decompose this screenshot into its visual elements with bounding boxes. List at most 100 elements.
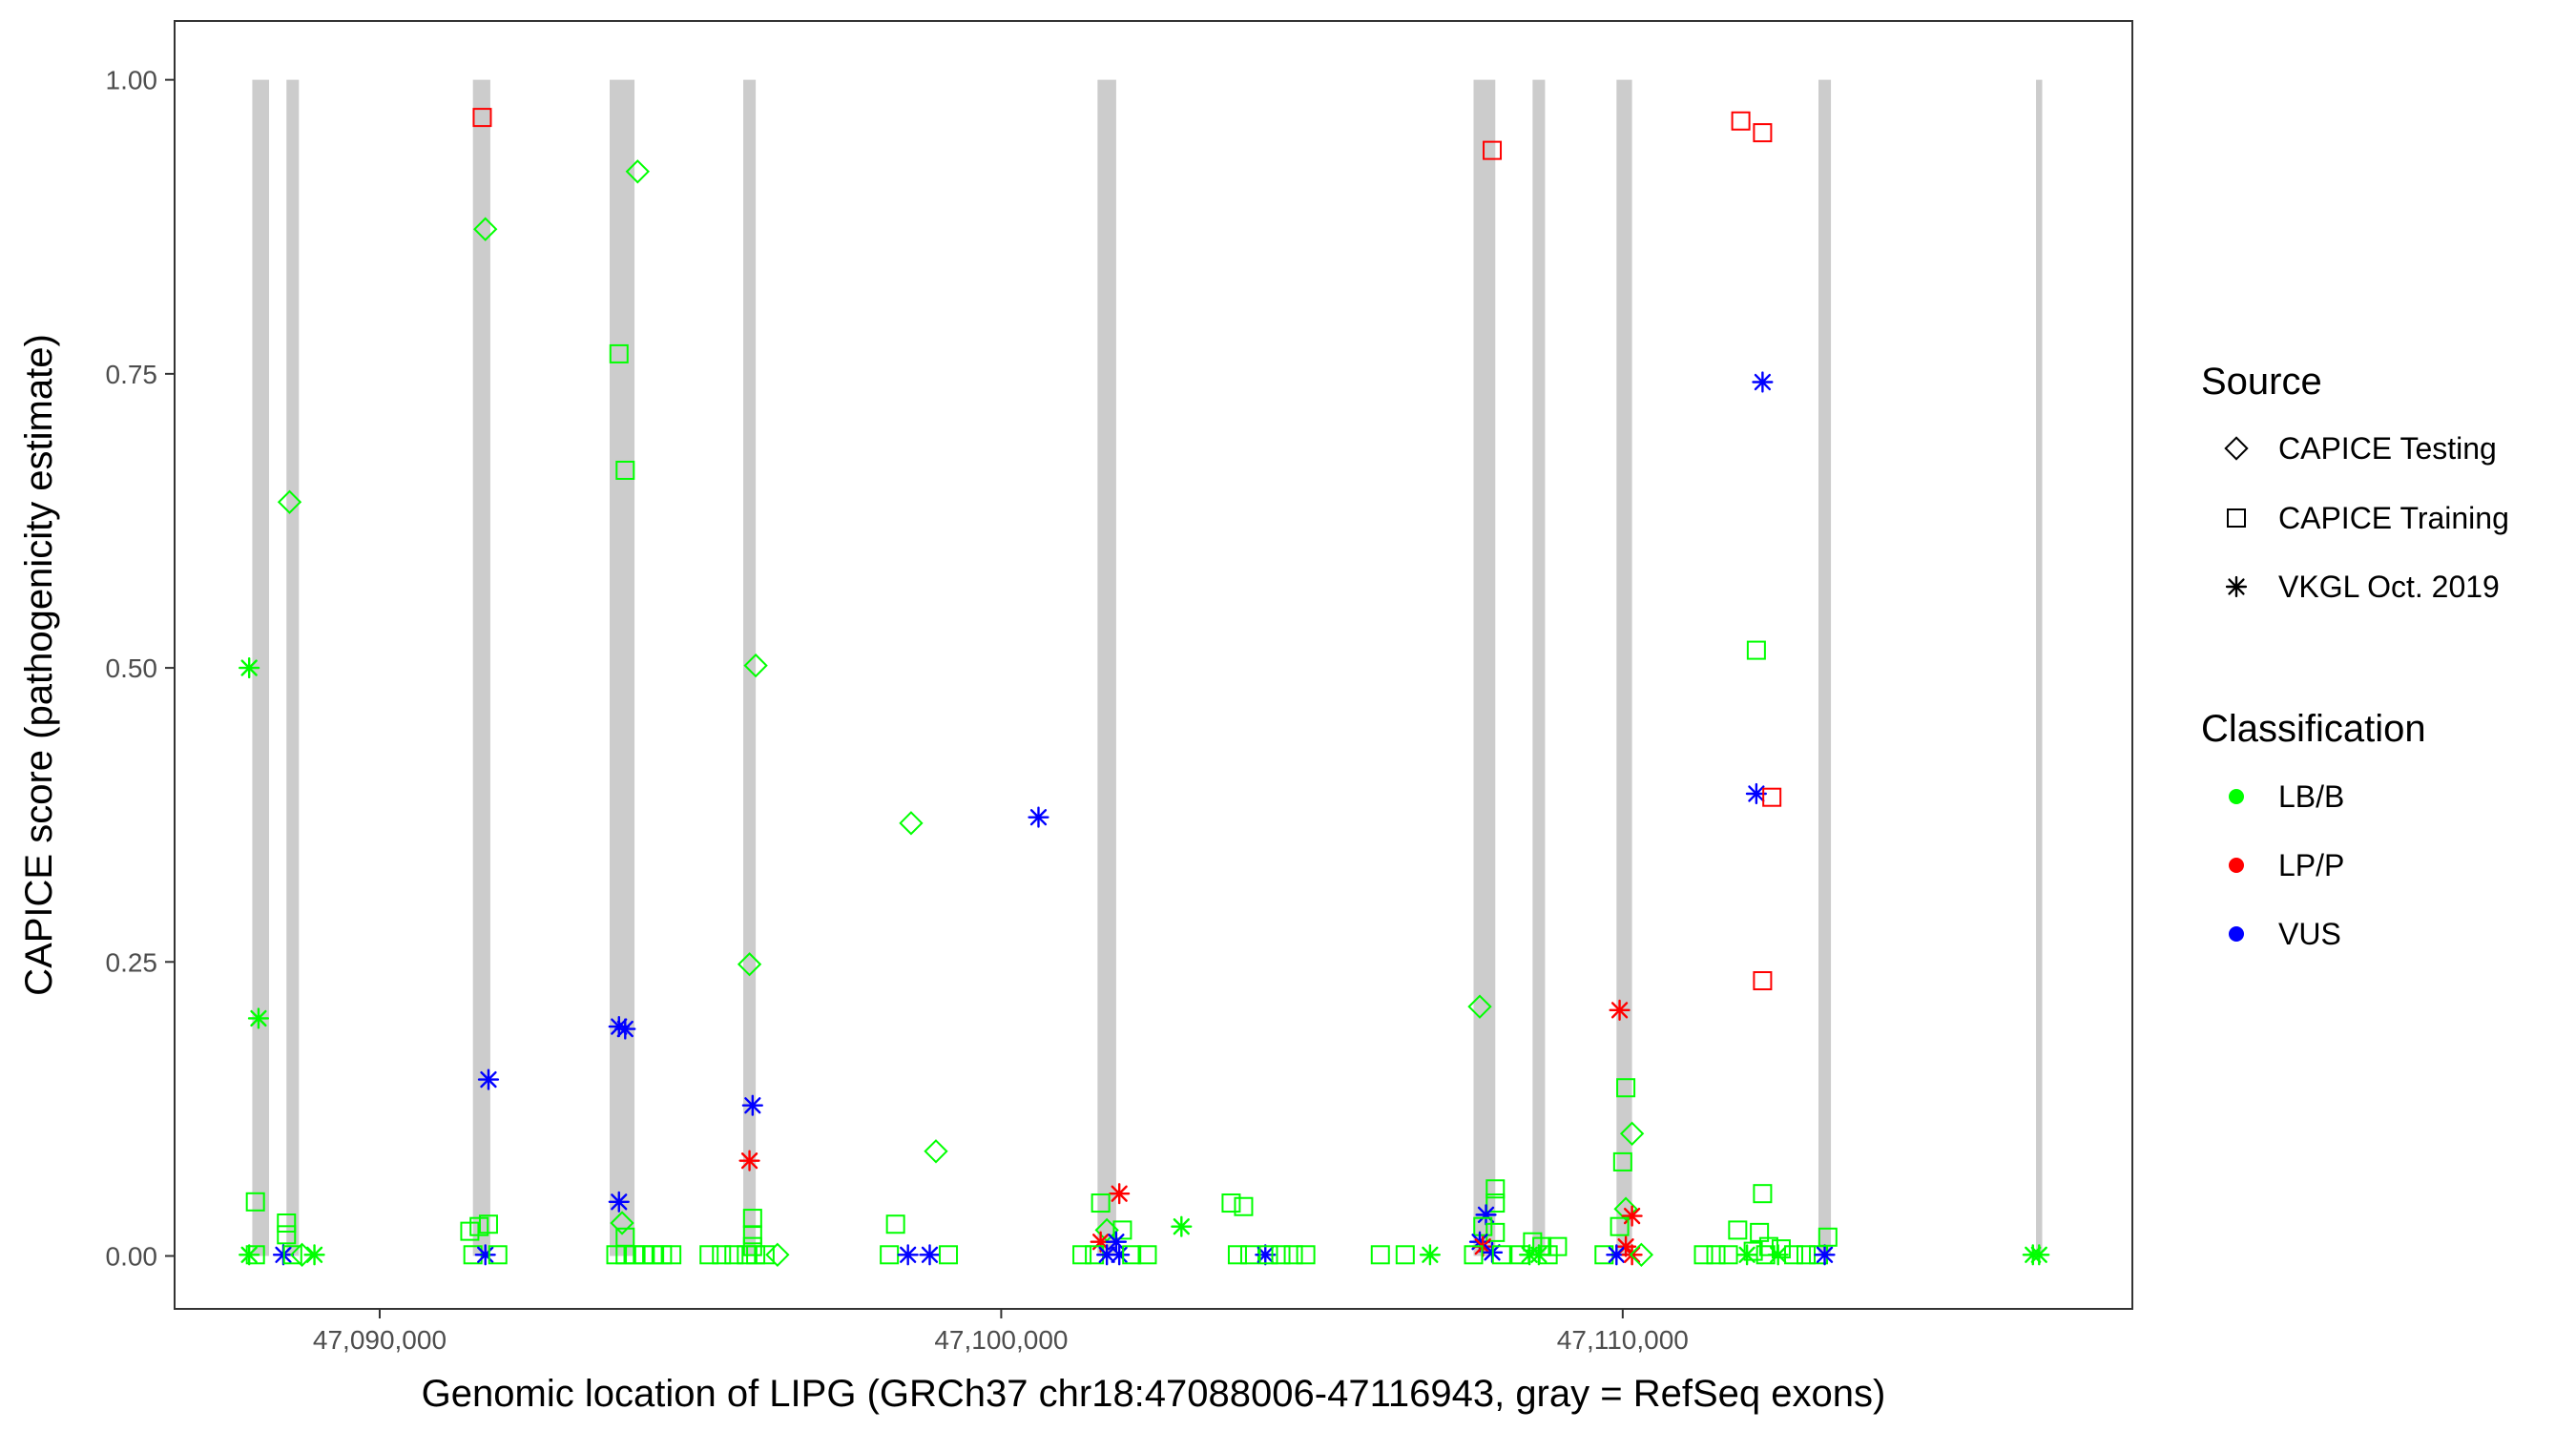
- point-7-square: [277, 1213, 297, 1233]
- point-102-square: [1538, 1245, 1558, 1265]
- point-123-square: [1728, 1220, 1748, 1240]
- point-80-square: [1296, 1245, 1316, 1265]
- point-11-diamond: [289, 1242, 315, 1267]
- legend-classification-title: Classification: [2201, 708, 2426, 750]
- point-53-square: [885, 1214, 905, 1234]
- point-103-asterisk: [1609, 999, 1631, 1021]
- y-axis-title: CAPICE score (pathogenicity estimate): [18, 334, 60, 996]
- point-62-square: [1112, 1220, 1132, 1240]
- exon-band-5: [743, 79, 757, 1256]
- point-56-asterisk: [919, 1244, 941, 1266]
- point-105-diamond: [1619, 1121, 1645, 1146]
- point-44-square: [699, 1245, 719, 1265]
- exon-band-1: [252, 79, 270, 1256]
- point-40-asterisk: [738, 1150, 760, 1172]
- exon-band-8: [1532, 79, 1546, 1256]
- point-42-square: [742, 1225, 762, 1245]
- point-120-square: [1762, 787, 1782, 807]
- point-8-square: [277, 1225, 297, 1245]
- point-6-diamond: [277, 489, 302, 514]
- point-23-square: [609, 343, 629, 363]
- x-tick-label-2: 47,110,000: [1557, 1325, 1689, 1355]
- legend-classification-key-3: [2229, 926, 2244, 942]
- point-137-asterisk: [1814, 1244, 1836, 1266]
- point-68-asterisk: [1109, 1244, 1131, 1266]
- legend-source-label-2: CAPICE Training: [2278, 501, 2509, 535]
- y-tick-label-2: 0.50: [106, 653, 158, 683]
- point-58-asterisk: [1028, 806, 1049, 828]
- point-12-asterisk: [303, 1244, 325, 1266]
- point-2-asterisk: [247, 1007, 270, 1029]
- point-79-square: [1283, 1245, 1303, 1265]
- y-tick-label-3: 0.75: [106, 360, 158, 389]
- point-4-asterisk: [239, 1244, 260, 1266]
- y-tick-label-4: 1.00: [106, 66, 158, 95]
- point-15-asterisk: [477, 1068, 500, 1090]
- point-39-asterisk: [741, 1094, 763, 1116]
- point-138-square: [1818, 1227, 1838, 1247]
- legend-source-label-1: CAPICE Testing: [2278, 431, 2497, 466]
- point-90-square: [1485, 1222, 1506, 1242]
- point-36-square: [662, 1245, 682, 1265]
- point-1-asterisk: [239, 656, 260, 679]
- point-135-square: [1797, 1245, 1816, 1265]
- point-20-asterisk: [474, 1244, 496, 1266]
- point-85-square: [1483, 140, 1503, 160]
- point-81-square: [1370, 1245, 1390, 1265]
- point-115-square: [1731, 111, 1751, 131]
- legend-classification-label-1: LB/B: [2278, 779, 2344, 814]
- point-118-square: [1746, 640, 1766, 660]
- legend-classification-key-1: [2229, 789, 2244, 804]
- legend-source-key-diamond: [2224, 436, 2249, 461]
- legend-source-key-square: [2227, 508, 2246, 528]
- exon-band-2: [286, 79, 300, 1256]
- point-28-diamond: [610, 1211, 634, 1235]
- point-88-asterisk: [1475, 1204, 1497, 1226]
- point-114-diamond: [1629, 1242, 1654, 1267]
- point-122-square: [1753, 1184, 1773, 1204]
- point-109-square: [1610, 1216, 1630, 1236]
- point-89-square: [1473, 1216, 1493, 1236]
- legend-classification-label-2: LP/P: [2278, 848, 2344, 882]
- point-46-square: [724, 1245, 744, 1265]
- plot-panel-border: [174, 20, 2133, 1310]
- point-129-square: [1706, 1245, 1726, 1265]
- point-131-asterisk: [1736, 1244, 1758, 1266]
- exon-band-6: [1097, 79, 1116, 1256]
- point-51-diamond: [899, 811, 924, 836]
- point-113-asterisk: [1621, 1244, 1643, 1266]
- x-axis: 47,090,000 47,100,000 47,110,000: [313, 1309, 1689, 1355]
- exon-band-3: [472, 79, 490, 1256]
- point-77-square: [1258, 1245, 1278, 1265]
- point-24-square: [615, 460, 635, 480]
- point-128-square: [1693, 1245, 1714, 1265]
- point-74-square: [1227, 1245, 1247, 1265]
- point-140-asterisk: [2028, 1244, 2050, 1266]
- y-axis: 0.00 0.25 0.50 0.75 1.00: [106, 66, 175, 1272]
- point-27-asterisk: [608, 1191, 630, 1213]
- point-72-square: [1221, 1193, 1241, 1213]
- legend-source-label-3: VKGL Oct. 2019: [2278, 570, 2500, 604]
- point-21-square: [488, 1245, 508, 1265]
- point-5-square: [245, 1245, 265, 1265]
- point-78-square: [1271, 1245, 1291, 1265]
- point-117-asterisk: [1752, 371, 1774, 393]
- point-38-diamond: [737, 952, 762, 977]
- exon-band-4: [610, 79, 635, 1256]
- point-94-square: [1464, 1245, 1484, 1265]
- legend-classification-key-2: [2229, 858, 2244, 873]
- exon-band-10: [1818, 79, 1832, 1256]
- x-axis-title: Genomic location of LIPG (GRCh37 chr18:4…: [422, 1373, 1886, 1415]
- y-tick-label-0: 0.00: [106, 1242, 158, 1272]
- point-84-diamond: [1467, 994, 1492, 1019]
- point-69-square: [1122, 1245, 1142, 1265]
- point-121-square: [1753, 971, 1773, 991]
- exon-band-9: [1616, 79, 1632, 1256]
- x-tick-label-0: 47,090,000: [313, 1325, 447, 1355]
- exon-band-7: [1473, 79, 1496, 1256]
- point-64-asterisk: [1105, 1231, 1128, 1253]
- point-57-square: [939, 1245, 959, 1265]
- legend-source-title: Source: [2201, 361, 2322, 403]
- legend-source-key-asterisk: [2225, 575, 2248, 598]
- point-55-asterisk: [897, 1244, 919, 1266]
